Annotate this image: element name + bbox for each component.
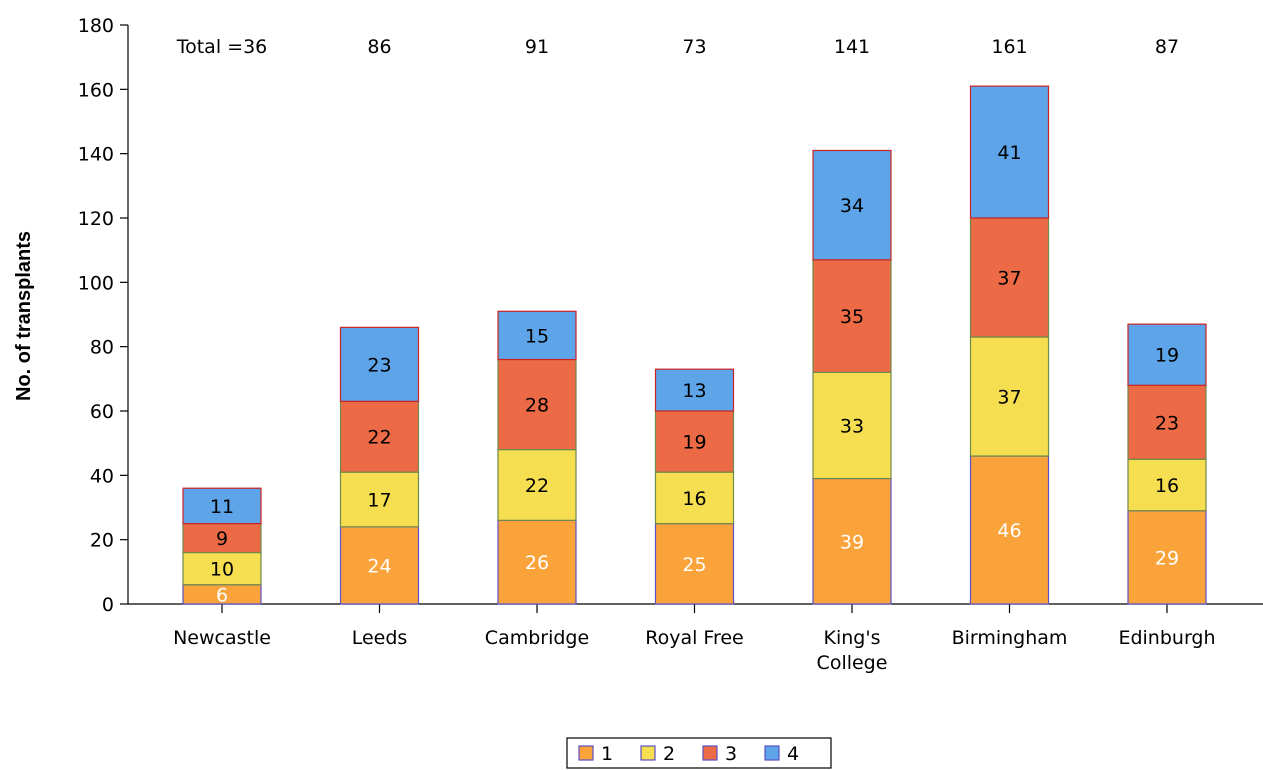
bar-segment	[654, 471, 735, 525]
data-label: 13	[682, 380, 706, 402]
data-label: 28	[525, 395, 549, 417]
total-label: 141	[834, 36, 870, 58]
data-label: 11	[210, 496, 234, 518]
data-label: 23	[1155, 412, 1179, 434]
data-label: 9	[216, 528, 228, 550]
data-label: 19	[682, 432, 706, 454]
bar-segment	[654, 522, 735, 605]
legend-label: 4	[787, 743, 799, 765]
bar-segment	[969, 455, 1050, 605]
data-label: 33	[840, 415, 864, 437]
bar-segment	[969, 85, 1050, 219]
bar-segment	[654, 410, 735, 473]
bar-segment	[812, 259, 892, 374]
total-label: 87	[1155, 36, 1179, 58]
total-label: 91	[525, 36, 549, 58]
bar-segment	[339, 471, 420, 528]
data-label: 46	[997, 520, 1021, 542]
legend-label: 3	[725, 743, 737, 765]
data-label: 23	[367, 354, 391, 376]
x-tick-label: Birmingham	[952, 627, 1068, 649]
total-label: 73	[682, 36, 706, 58]
data-label: 6	[216, 584, 228, 606]
bar-segment	[1127, 458, 1207, 512]
legend-swatch	[640, 745, 656, 761]
y-axis-label: No. of transplants	[13, 231, 35, 401]
y-tick-label: 20	[90, 530, 114, 552]
legend-label: 2	[663, 743, 675, 765]
bar-segment	[1127, 510, 1207, 605]
data-label: 25	[682, 554, 706, 576]
bar-segment	[969, 217, 1050, 338]
x-tick-label: Royal Free	[645, 627, 744, 649]
y-tick-label: 160	[78, 79, 114, 101]
y-tick-label: 180	[78, 15, 114, 37]
legend-label: 1	[601, 743, 613, 765]
data-label: 19	[1155, 345, 1179, 367]
bar-segment	[182, 551, 262, 586]
legend-frame	[566, 737, 832, 769]
bar-segment	[497, 519, 577, 605]
bar-segment	[339, 326, 420, 402]
data-label: 22	[367, 427, 391, 449]
bar-segment	[339, 526, 420, 605]
y-tick-label: 100	[78, 272, 114, 294]
data-label: 10	[210, 559, 234, 581]
data-label: 37	[997, 268, 1021, 290]
y-tick-label: 60	[90, 401, 114, 423]
bar-segment	[1127, 384, 1207, 460]
data-label: 39	[840, 531, 864, 553]
data-label: 24	[367, 555, 391, 577]
legend-swatch	[764, 745, 780, 761]
total-label: 161	[991, 36, 1027, 58]
bar-segment	[182, 487, 262, 525]
y-tick-label: 120	[78, 208, 114, 230]
y-tick-label: 80	[90, 337, 114, 359]
legend: 1 2 3 4	[566, 737, 832, 769]
data-label: 17	[367, 489, 391, 511]
data-label: 29	[1155, 547, 1179, 569]
data-label: 22	[525, 475, 549, 497]
bar-segment	[812, 477, 892, 605]
total-label: Total =36	[176, 36, 268, 58]
x-tick-label: Newcastle	[173, 627, 271, 649]
bar-segment	[812, 371, 892, 480]
y-tick-label: 40	[90, 465, 114, 487]
bar-segment	[654, 368, 735, 412]
data-label: 16	[682, 488, 706, 510]
bar-segment	[497, 449, 577, 521]
data-label: 34	[840, 195, 864, 217]
data-label: 16	[1155, 475, 1179, 497]
legend-swatch	[578, 745, 594, 761]
data-label: 26	[525, 552, 549, 574]
x-tick-label: Edinburgh	[1118, 627, 1215, 649]
x-tick-label: Cambridge	[485, 627, 589, 649]
bar-segment	[812, 149, 892, 261]
y-tick-label: 0	[102, 594, 114, 616]
bar-segment	[339, 400, 420, 473]
bar-segment	[497, 358, 577, 451]
total-label: 86	[367, 36, 391, 58]
y-tick-label: 140	[78, 144, 114, 166]
bar-segment	[497, 310, 577, 361]
data-label: 35	[840, 306, 864, 328]
data-label: 37	[997, 387, 1021, 409]
x-tick-label: King's College	[817, 627, 888, 674]
legend-swatch	[702, 745, 718, 761]
data-label: 15	[525, 325, 549, 347]
bar-segment	[969, 336, 1050, 457]
x-tick-label: Leeds	[352, 627, 408, 649]
bar-segment	[1127, 323, 1207, 386]
data-label: 41	[997, 142, 1021, 164]
